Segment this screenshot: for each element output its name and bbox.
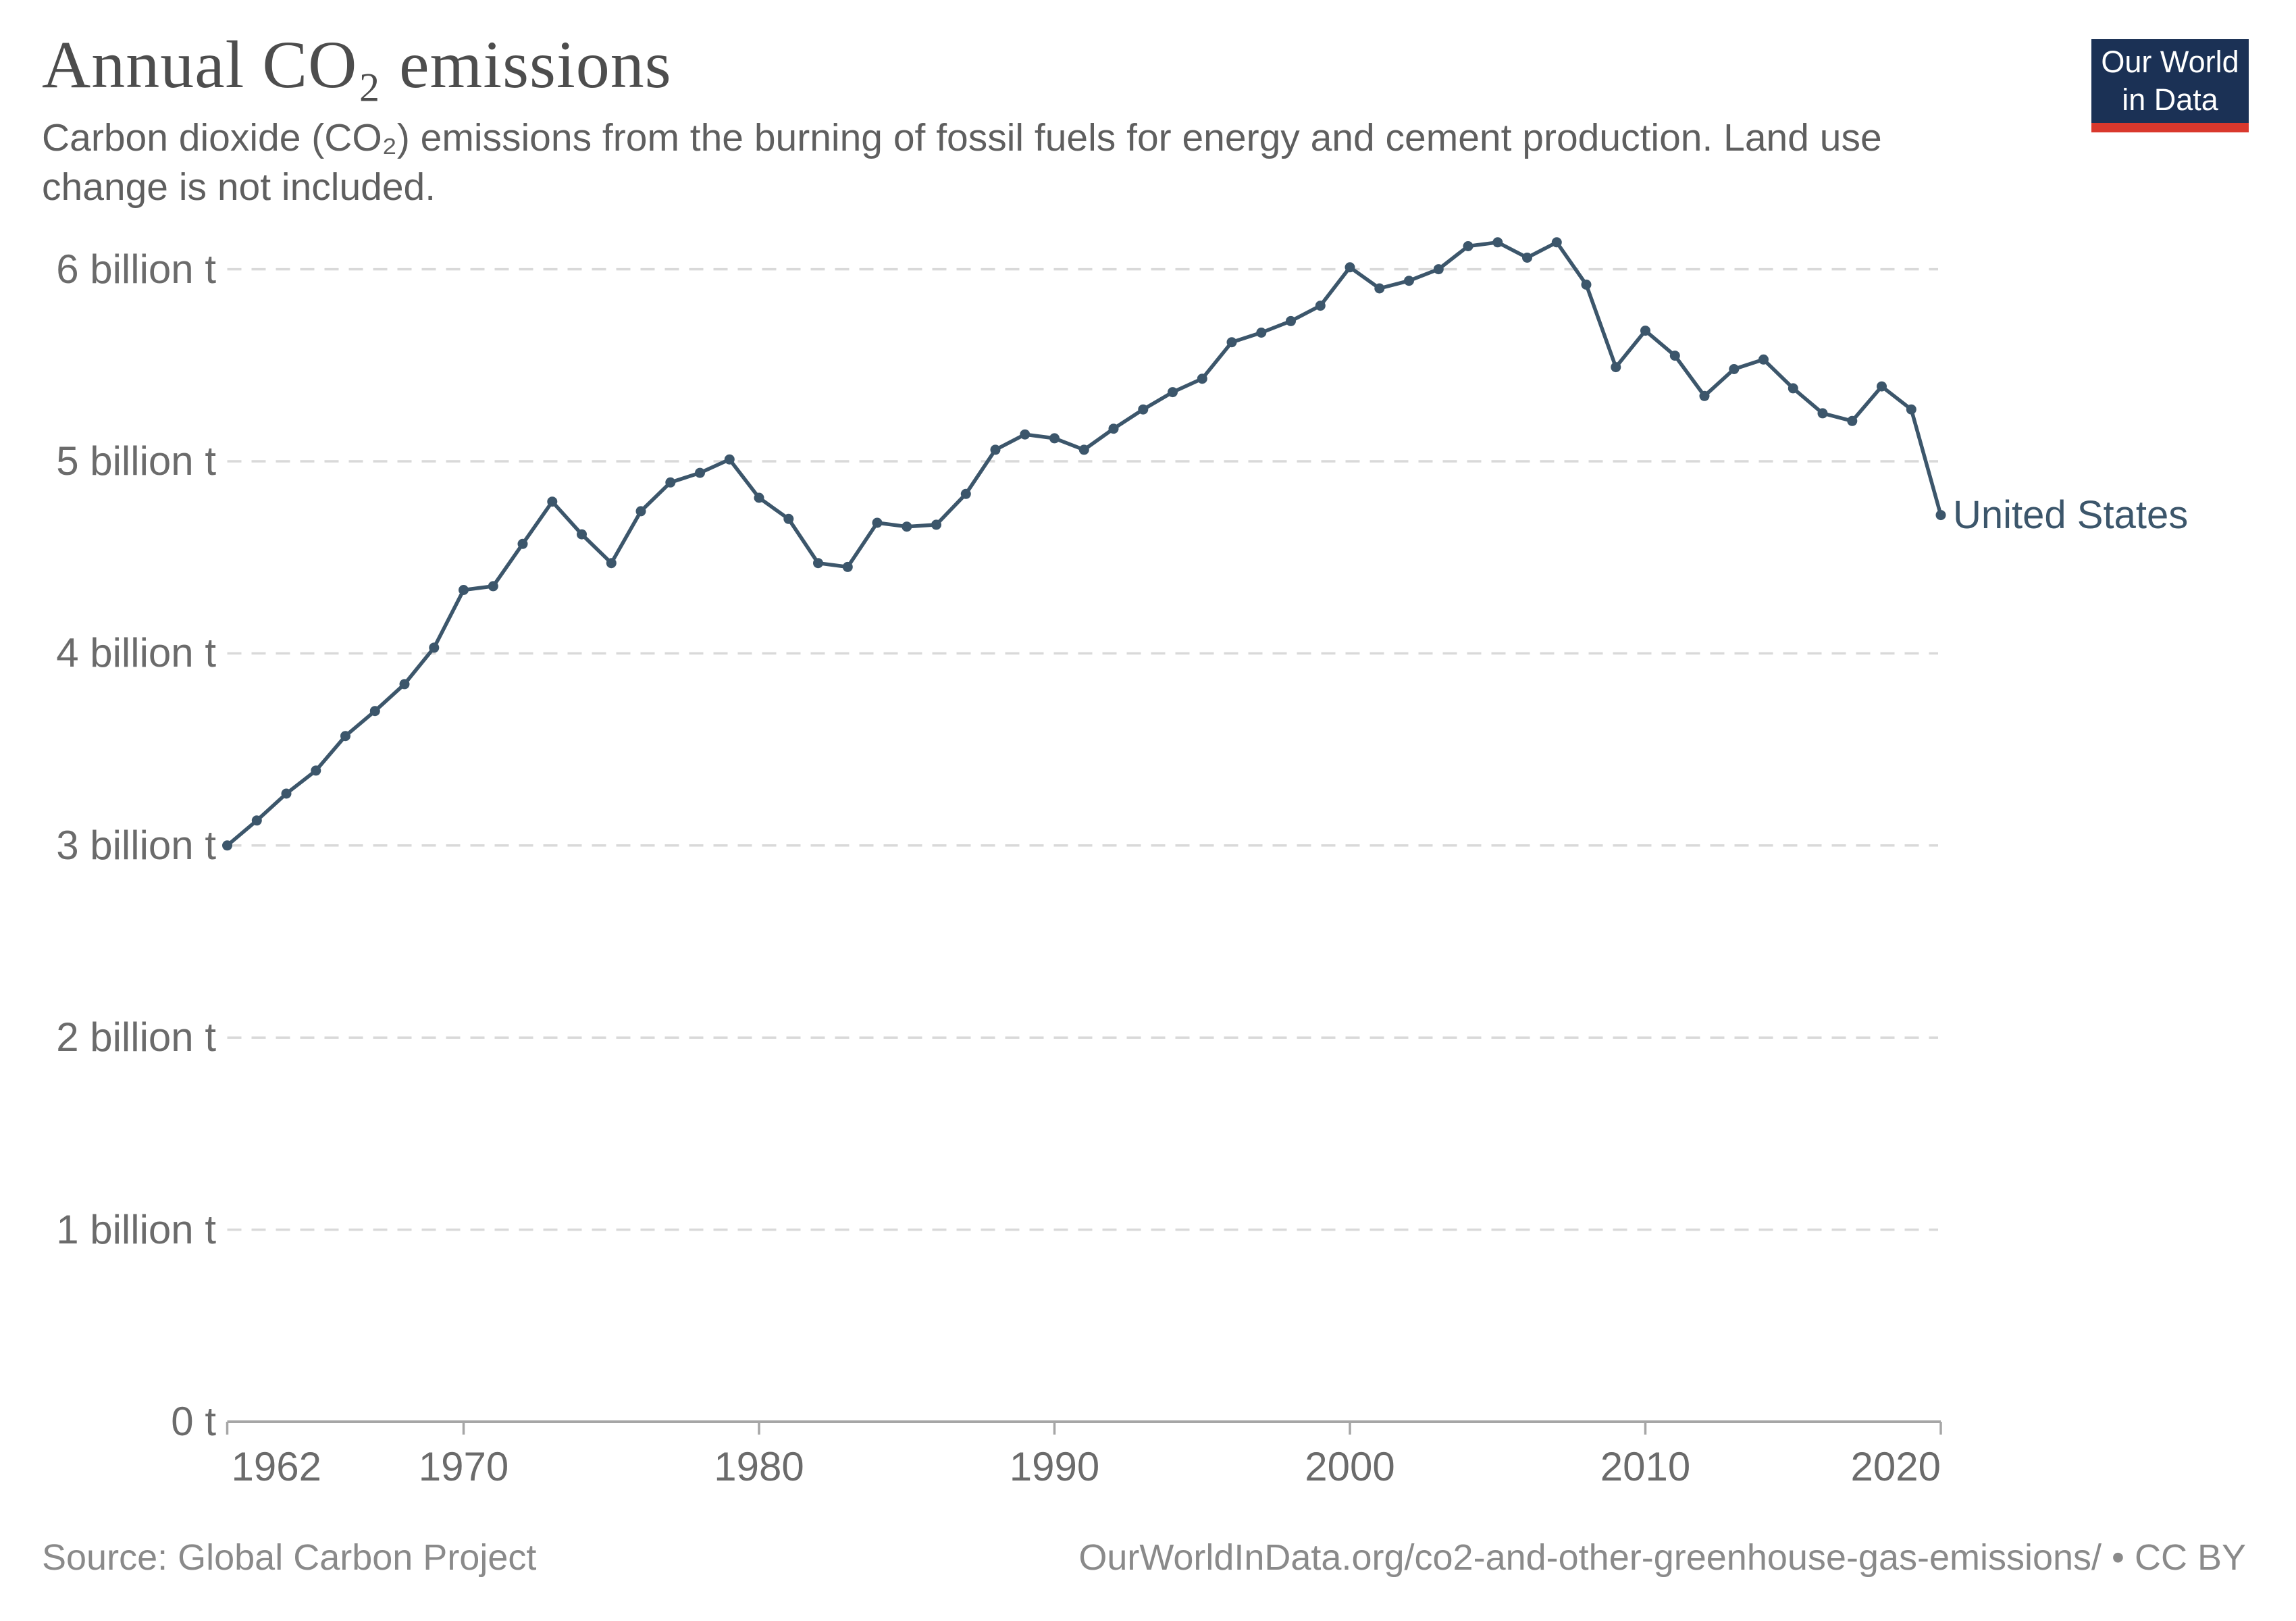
data-point[interactable] [1669, 351, 1680, 361]
data-point[interactable] [1168, 387, 1178, 398]
data-point[interactable] [1817, 408, 1828, 419]
data-point[interactable] [1226, 337, 1237, 348]
data-point[interactable] [1699, 390, 1710, 401]
series-entity-label[interactable]: United States [1953, 492, 2189, 537]
data-point[interactable] [577, 529, 587, 540]
y-tick-label: 1 billion t [56, 1206, 216, 1252]
data-point[interactable] [842, 561, 853, 572]
data-point[interactable] [1788, 383, 1798, 394]
owid-logo: Our World in Data [2091, 39, 2249, 132]
data-point[interactable] [902, 521, 912, 532]
chart-subtitle: Carbon dioxide (CO₂) emissions from the … [42, 113, 1882, 212]
data-point[interactable] [1078, 444, 1089, 455]
data-point[interactable] [311, 765, 321, 776]
x-tick-label: 1990 [1009, 1444, 1100, 1489]
data-point[interactable] [459, 585, 469, 595]
x-tick-label: 2020 [1850, 1444, 1941, 1489]
license-link[interactable]: OurWorldInData.org/co2-and-other-greenho… [1078, 1537, 2246, 1578]
page-title: Annual CO₂ emissions [42, 27, 672, 102]
data-point[interactable] [1197, 374, 1207, 384]
data-point[interactable] [222, 840, 232, 851]
data-point[interactable] [1581, 279, 1592, 290]
data-point[interactable] [1640, 326, 1650, 336]
data-point[interactable] [606, 558, 617, 569]
emissions-line[interactable] [225, 240, 1943, 848]
data-point[interactable] [635, 506, 646, 517]
data-point[interactable] [1522, 253, 1532, 263]
data-point[interactable] [1345, 262, 1355, 273]
data-point[interactable] [1463, 241, 1473, 251]
y-tick-label: 4 billion t [56, 630, 216, 676]
data-point[interactable] [1138, 404, 1149, 415]
data-point[interactable] [369, 706, 380, 717]
data-point[interactable] [488, 581, 498, 592]
data-point[interactable] [547, 496, 558, 507]
owid-logo-line1: Our World [2101, 45, 2239, 79]
data-point[interactable] [783, 513, 794, 524]
data-point[interactable] [1935, 510, 1946, 521]
data-point[interactable] [724, 454, 735, 465]
x-tick-label: 1962 [231, 1444, 321, 1489]
source-note: Source: Global Carbon Project [42, 1537, 537, 1578]
data-point[interactable] [1758, 354, 1769, 365]
data-point[interactable] [931, 519, 941, 530]
owid-logo-line2: in Data [2122, 82, 2218, 117]
y-tick-label: 2 billion t [56, 1014, 216, 1060]
data-point[interactable] [429, 642, 440, 653]
y-tick-label: 3 billion t [56, 822, 216, 868]
x-tick-label: 2000 [1305, 1444, 1395, 1489]
data-point[interactable] [1315, 301, 1326, 311]
data-point[interactable] [813, 558, 823, 569]
data-point[interactable] [960, 488, 971, 499]
data-point[interactable] [1020, 429, 1030, 440]
data-point[interactable] [1256, 328, 1267, 338]
data-point[interactable] [399, 679, 410, 690]
data-point[interactable] [990, 444, 1001, 455]
data-point[interactable] [1611, 362, 1621, 373]
subtitle-line-1: Carbon dioxide (CO₂) emissions from the … [42, 116, 1882, 159]
data-point[interactable] [1492, 237, 1503, 248]
data-point[interactable] [1551, 237, 1562, 248]
data-point[interactable] [1404, 276, 1414, 286]
data-point[interactable] [665, 477, 676, 488]
data-point[interactable] [281, 788, 292, 799]
data-point[interactable] [1847, 415, 1858, 426]
data-point[interactable] [1877, 381, 1887, 392]
data-point[interactable] [695, 467, 705, 478]
x-tick-label: 2010 [1600, 1444, 1691, 1489]
data-point[interactable] [754, 492, 764, 503]
y-tick-label: 5 billion t [56, 438, 216, 484]
y-tick-label: 0 t [171, 1399, 216, 1444]
y-tick-label: 6 billion t [56, 246, 216, 292]
data-point[interactable] [251, 815, 262, 826]
data-point[interactable] [1049, 433, 1060, 444]
data-point[interactable] [1906, 404, 1916, 415]
x-tick-label: 1980 [714, 1444, 804, 1489]
data-point[interactable] [517, 538, 528, 549]
data-point[interactable] [1286, 315, 1296, 326]
data-point[interactable] [1433, 264, 1444, 275]
data-point[interactable] [1108, 423, 1119, 434]
subtitle-line-2: change is not included. [42, 165, 436, 209]
data-point[interactable] [1374, 283, 1385, 294]
x-tick-label: 1970 [418, 1444, 509, 1489]
data-point[interactable] [340, 731, 350, 742]
data-point[interactable] [1729, 364, 1740, 374]
data-point[interactable] [872, 517, 883, 528]
